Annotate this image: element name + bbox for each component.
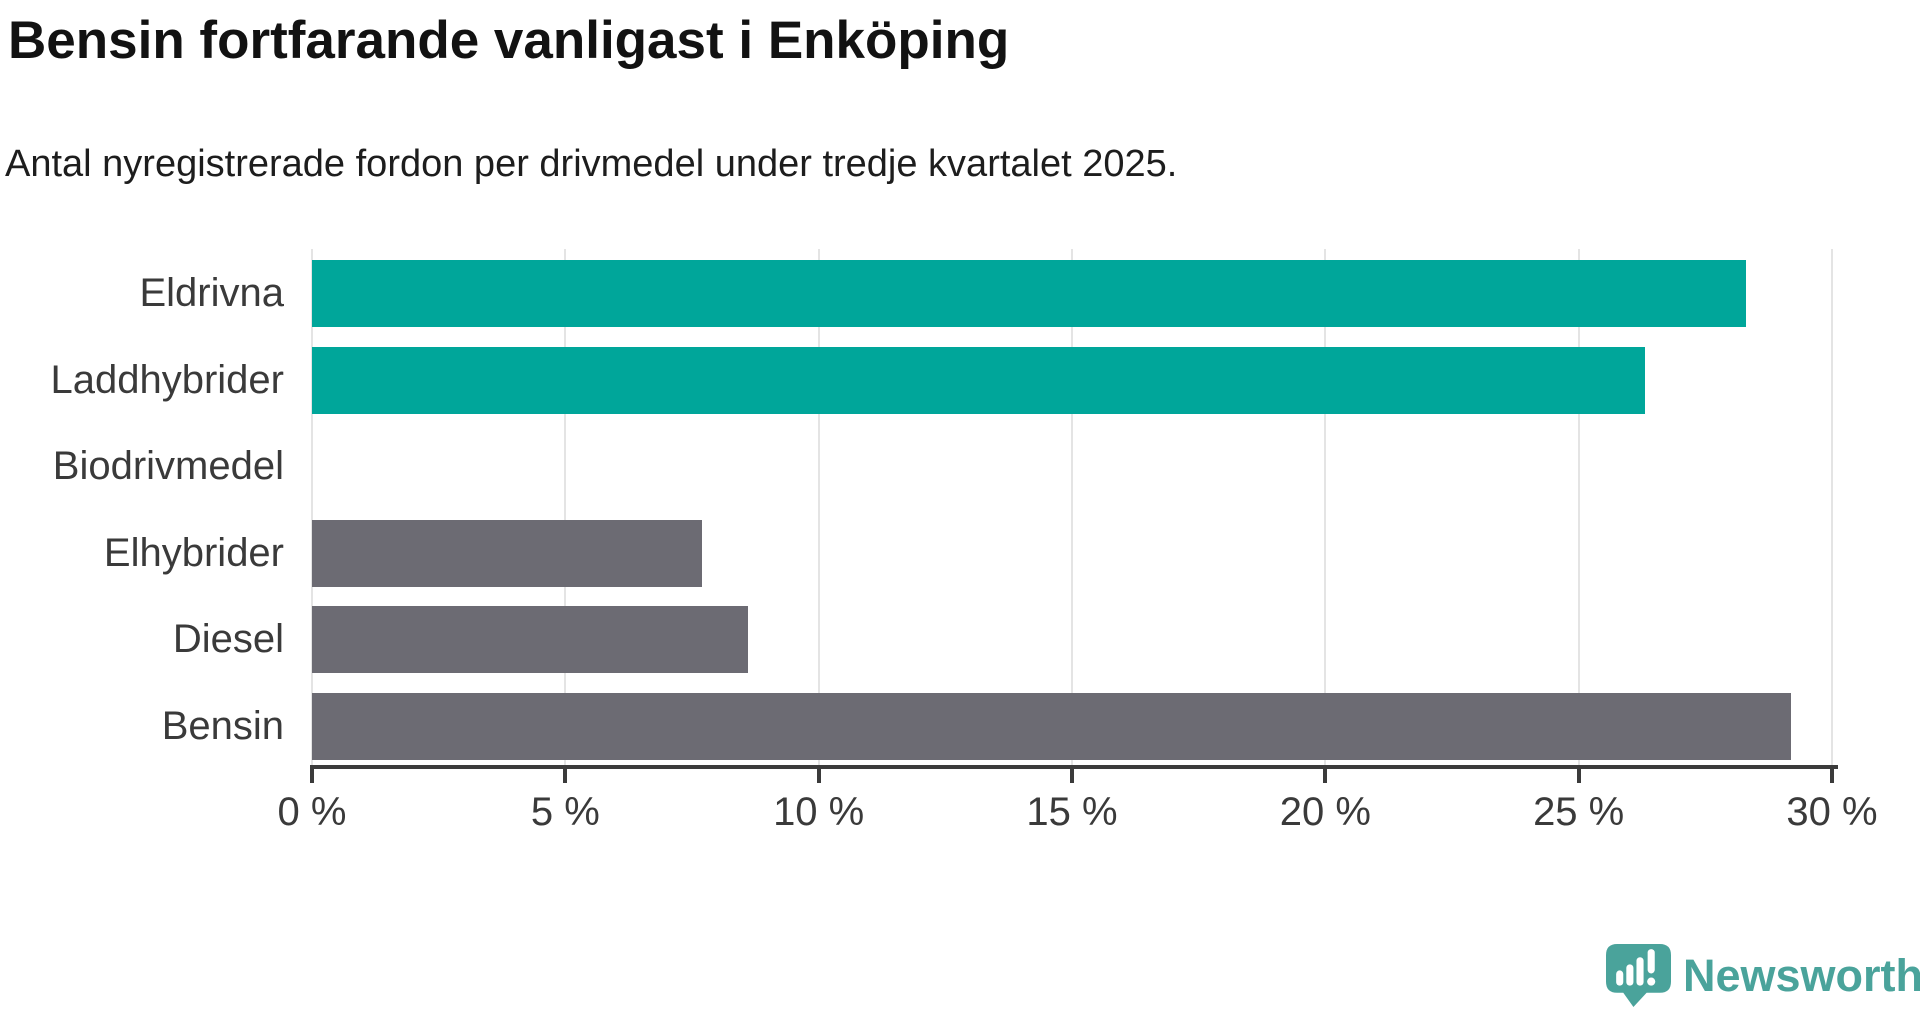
x-axis-tick-5-percent [563,769,568,783]
newsworthy-logo-icon [1606,944,1671,1007]
x-axis-line [310,765,1838,769]
bar-laddhybrider [312,347,1645,414]
bar-eldrivna [312,260,1746,327]
gridline-20-percent [1324,249,1327,765]
x-axis-tick-20-percent [1323,769,1328,783]
bar-diesel [312,606,748,673]
gridline-5-percent [564,249,567,765]
x-axis-tick-30-percent [1830,769,1834,783]
x-axis-tick-10-percent [816,769,821,783]
x-axis-tick-0-percent [310,769,314,783]
category-label-laddhybrider: Laddhybrider [50,358,285,402]
x-axis-tick-15-percent [1070,769,1074,783]
category-label-biodrivmedel: Biodrivmedel [52,444,284,488]
x-axis-tick-label-30-percent: 30 % [1786,790,1878,834]
gridline-25-percent [1577,249,1580,765]
x-axis-tick-25-percent [1576,769,1581,783]
category-label-elhybrider: Elhybrider [103,531,284,575]
gridline-0-percent [311,249,313,765]
x-axis-tick-label-25-percent: 25 % [1533,790,1625,834]
newsworthy-logo-text: Newsworthy [1683,949,1920,1001]
x-axis-tick-label-0-percent: 0 % [277,790,347,834]
gridline-10-percent [817,249,820,765]
chart-title: Bensin fortfarande vanligast i Enköping [8,11,1010,70]
category-label-bensin: Bensin [161,704,284,748]
category-label-diesel: Diesel [172,617,284,661]
gridline-15-percent [1071,249,1073,765]
x-axis-tick-label-20-percent: 20 % [1279,790,1371,834]
bar-elhybrider [312,520,702,587]
x-axis-tick-label-15-percent: 15 % [1026,790,1118,834]
chart-subtitle: Antal nyregistrerade fordon per drivmede… [5,143,1178,185]
gridline-30-percent [1831,249,1833,765]
x-axis-tick-label-10-percent: 10 % [773,790,865,834]
x-axis-tick-label-5-percent: 5 % [530,790,600,834]
category-label-eldrivna: Eldrivna [139,271,284,315]
bar-bensin [312,693,1791,760]
newsworthy-logo: Newsworthy [1606,944,1920,1007]
